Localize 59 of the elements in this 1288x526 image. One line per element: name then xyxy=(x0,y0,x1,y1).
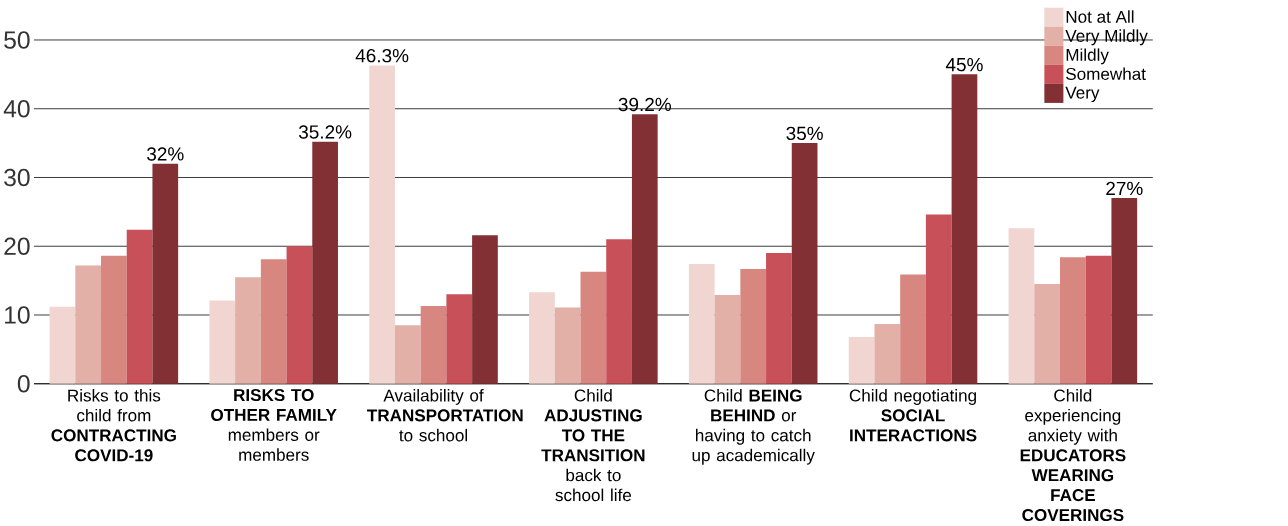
bar xyxy=(740,269,767,384)
bar xyxy=(1111,198,1138,384)
bar xyxy=(766,253,792,384)
bar xyxy=(900,274,926,384)
bar xyxy=(49,306,76,384)
x-tick-label: Risks to this child from CONTRACTING COVID-19 xyxy=(51,389,176,462)
bar xyxy=(209,300,236,384)
bar xyxy=(260,259,287,384)
x-tick-label: Child BEING BEHIND or having to catch up academically xyxy=(692,389,815,465)
bar xyxy=(286,246,313,384)
x-tick-label: RISKS TO OTHER FAMILY members or members xyxy=(211,389,337,462)
bar xyxy=(472,235,498,384)
bar xyxy=(791,143,818,384)
bar xyxy=(446,294,473,384)
bar xyxy=(152,163,179,384)
legend-label: Somewhat xyxy=(1066,67,1146,81)
data-label: 46.3% xyxy=(355,49,409,63)
data-label: 35% xyxy=(786,126,823,141)
legend-label: Very Mildly xyxy=(1065,29,1148,46)
bar xyxy=(1085,256,1112,384)
legend-label: Very xyxy=(1065,86,1100,103)
bar xyxy=(688,264,715,384)
x-tick-label: Availability of TRANSPORTATION to school xyxy=(367,389,523,442)
y-tick-label: 10 xyxy=(5,306,30,324)
bar xyxy=(369,65,395,384)
bar xyxy=(848,337,875,384)
bar xyxy=(1008,228,1035,384)
y-tick-label: 50 xyxy=(4,31,30,49)
bar xyxy=(312,141,338,384)
bar xyxy=(580,271,607,384)
data-label: 35.2% xyxy=(298,125,352,139)
y-tick-label: 40 xyxy=(3,100,30,118)
data-label: 45% xyxy=(945,58,983,72)
bar xyxy=(75,265,102,384)
bar xyxy=(554,307,581,384)
bar xyxy=(925,214,952,384)
x-tick-label: Child ADJUSTING TO THE TRANSITION back to school life xyxy=(541,389,645,502)
bar xyxy=(874,324,901,384)
bar xyxy=(235,277,261,384)
bar xyxy=(1034,284,1061,384)
bar xyxy=(714,295,741,384)
y-tick-label: 30 xyxy=(4,168,30,187)
y-tick-label: 0 xyxy=(17,375,30,393)
bar xyxy=(394,325,421,384)
bar xyxy=(631,114,658,384)
bar xyxy=(951,74,978,384)
x-tick-label: Child negotiating SOCIAL INTERACTIONS xyxy=(849,389,977,442)
data-label: 32% xyxy=(147,147,184,161)
bar xyxy=(420,306,447,384)
legend-label: Mildly xyxy=(1066,48,1109,65)
data-label: 27% xyxy=(1106,181,1143,196)
legend-label: Not at All xyxy=(1066,10,1134,24)
x-tick-label: Child experiencing anxiety with EDUCATORS WEARING FACE COVERINGS xyxy=(1020,389,1126,522)
bar xyxy=(126,229,153,384)
bar xyxy=(606,239,632,384)
bar xyxy=(101,256,127,384)
y-tick-label: 20 xyxy=(4,237,30,256)
bar xyxy=(529,292,555,384)
bar xyxy=(1060,257,1086,384)
